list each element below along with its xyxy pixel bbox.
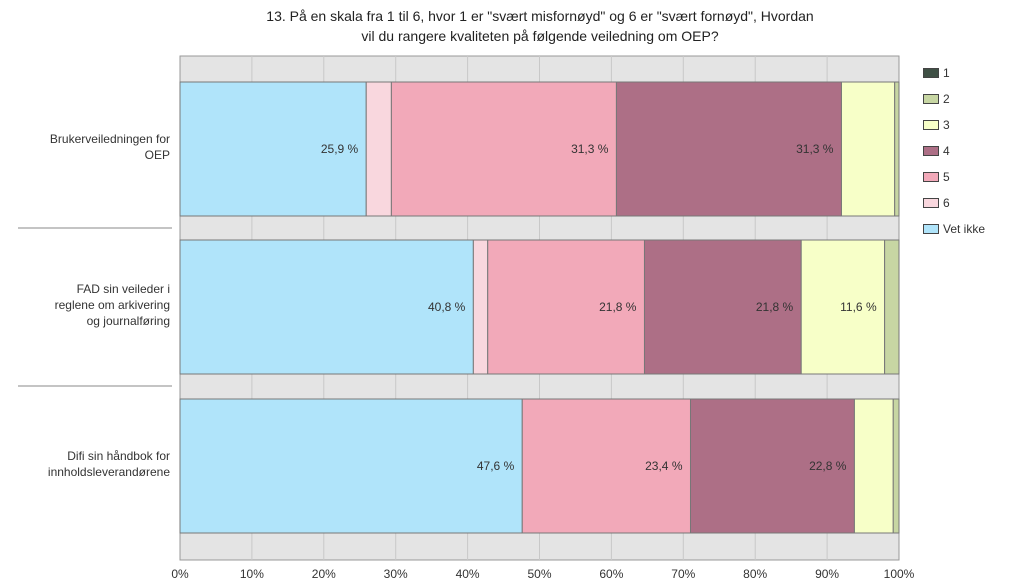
- legend-item: 4: [923, 141, 985, 161]
- x-tick-label: 0%: [171, 567, 189, 581]
- data-label: 40,8 %: [428, 300, 466, 314]
- category-label-line: Difi sin håndbok for: [67, 449, 170, 463]
- legend-swatch: [923, 120, 939, 130]
- bar-segment: [892, 398, 900, 534]
- legend-swatch: [923, 198, 939, 208]
- legend-item: 5: [923, 167, 985, 187]
- bar-segment: [800, 239, 886, 375]
- legend: 1 2 3 4 5 6 Vet ikke: [923, 63, 985, 245]
- legend-label: 4: [943, 144, 950, 158]
- x-tick-label: 90%: [815, 567, 839, 581]
- legend-item: Vet ikke: [923, 219, 985, 239]
- legend-item: 2: [923, 89, 985, 109]
- category-label-line: OEP: [144, 148, 170, 162]
- legend-label: 2: [943, 92, 950, 106]
- data-label: 47,6 %: [477, 459, 515, 473]
- x-tick-label: 70%: [671, 567, 695, 581]
- bar-segment: [894, 81, 900, 217]
- bar-segment: [365, 81, 392, 217]
- legend-swatch: [923, 68, 939, 78]
- category-label-line: FAD sin veileder i: [76, 282, 170, 296]
- category-label: FAD sin veileder i reglene om arkivering o…: [0, 281, 170, 329]
- chart-title-line-1: 13. På en skala fra 1 til 6, hvor 1 er "…: [266, 8, 814, 24]
- category-label: Difi sin håndbok for innholdsleverandøren…: [0, 448, 170, 480]
- bar-segment: [840, 81, 896, 217]
- x-tick-label: 60%: [599, 567, 623, 581]
- legend-item: 6: [923, 193, 985, 213]
- data-label: 22,8 %: [809, 459, 847, 473]
- x-tick-label: 10%: [240, 567, 264, 581]
- bar-segment: [179, 398, 523, 534]
- x-tick-label: 40%: [456, 567, 480, 581]
- data-label: 21,8 %: [599, 300, 637, 314]
- x-tick-label: 80%: [743, 567, 767, 581]
- legend-label: 5: [943, 170, 950, 184]
- bar-segment: [521, 398, 691, 534]
- bar-segment: [179, 239, 474, 375]
- bar-segment: [853, 398, 894, 534]
- data-label: 11,6 %: [840, 300, 877, 314]
- legend-label: 1: [943, 66, 950, 80]
- x-tick-label: 50%: [527, 567, 551, 581]
- bar-segment: [884, 239, 900, 375]
- category-label-line: reglene om arkivering: [54, 298, 170, 312]
- x-tick-label: 30%: [384, 567, 408, 581]
- legend-item: 3: [923, 115, 985, 135]
- category-label-line: Brukerveiledningen for: [49, 132, 170, 146]
- legend-label: 6: [943, 196, 950, 210]
- legend-label: 3: [943, 118, 950, 132]
- bar-segment: [615, 81, 842, 217]
- category-label-line: innholdsleverandørene: [47, 465, 170, 479]
- data-label: 23,4 %: [645, 459, 683, 473]
- bar-segment: [487, 239, 645, 375]
- data-label: 31,3 %: [796, 142, 834, 156]
- bar-segment: [390, 81, 617, 217]
- x-tick-label: 20%: [312, 567, 336, 581]
- bar-segment: [689, 398, 855, 534]
- chart-title: 13. På en skala fra 1 til 6, hvor 1 er "…: [150, 6, 930, 46]
- category-label: Brukerveiledningen for OEP: [0, 131, 170, 163]
- legend-swatch: [923, 94, 939, 104]
- bar-segment: [472, 239, 489, 375]
- legend-swatch: [923, 146, 939, 156]
- legend-item: 1: [923, 63, 985, 83]
- legend-swatch: [923, 224, 939, 234]
- legend-swatch: [923, 172, 939, 182]
- chart-title-line-2: vil du rangere kvaliteten på følgende ve…: [361, 28, 719, 44]
- data-label: 31,3 %: [571, 142, 609, 156]
- x-tick-label: 100%: [884, 567, 915, 581]
- data-label: 25,9 %: [321, 142, 359, 156]
- data-label: 21,8 %: [756, 300, 794, 314]
- legend-label: Vet ikke: [943, 222, 986, 236]
- category-label-line: og journalføring: [86, 314, 170, 328]
- bar-segment: [179, 81, 367, 217]
